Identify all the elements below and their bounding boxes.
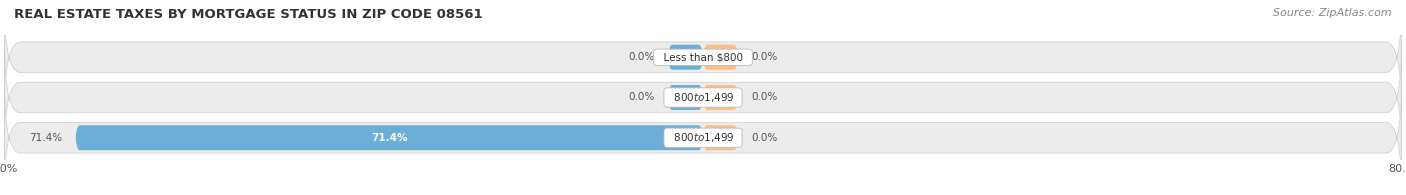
Text: $800 to $1,499: $800 to $1,499: [666, 91, 740, 104]
Text: 71.4%: 71.4%: [371, 133, 408, 143]
Text: 0.0%: 0.0%: [628, 52, 655, 62]
FancyBboxPatch shape: [703, 125, 738, 150]
FancyBboxPatch shape: [703, 45, 738, 70]
FancyBboxPatch shape: [4, 40, 1402, 155]
FancyBboxPatch shape: [4, 81, 1402, 195]
Text: 71.4%: 71.4%: [30, 133, 62, 143]
Text: 0.0%: 0.0%: [751, 92, 778, 103]
Text: $800 to $1,499: $800 to $1,499: [666, 131, 740, 144]
Text: 0.0%: 0.0%: [751, 52, 778, 62]
FancyBboxPatch shape: [668, 45, 703, 70]
Text: 0.0%: 0.0%: [751, 133, 778, 143]
Text: 0.0%: 0.0%: [628, 92, 655, 103]
FancyBboxPatch shape: [703, 85, 738, 110]
FancyBboxPatch shape: [668, 85, 703, 110]
Text: Source: ZipAtlas.com: Source: ZipAtlas.com: [1274, 8, 1392, 18]
Text: Less than $800: Less than $800: [657, 52, 749, 62]
FancyBboxPatch shape: [76, 125, 703, 150]
FancyBboxPatch shape: [4, 0, 1402, 114]
Text: REAL ESTATE TAXES BY MORTGAGE STATUS IN ZIP CODE 08561: REAL ESTATE TAXES BY MORTGAGE STATUS IN …: [14, 8, 482, 21]
